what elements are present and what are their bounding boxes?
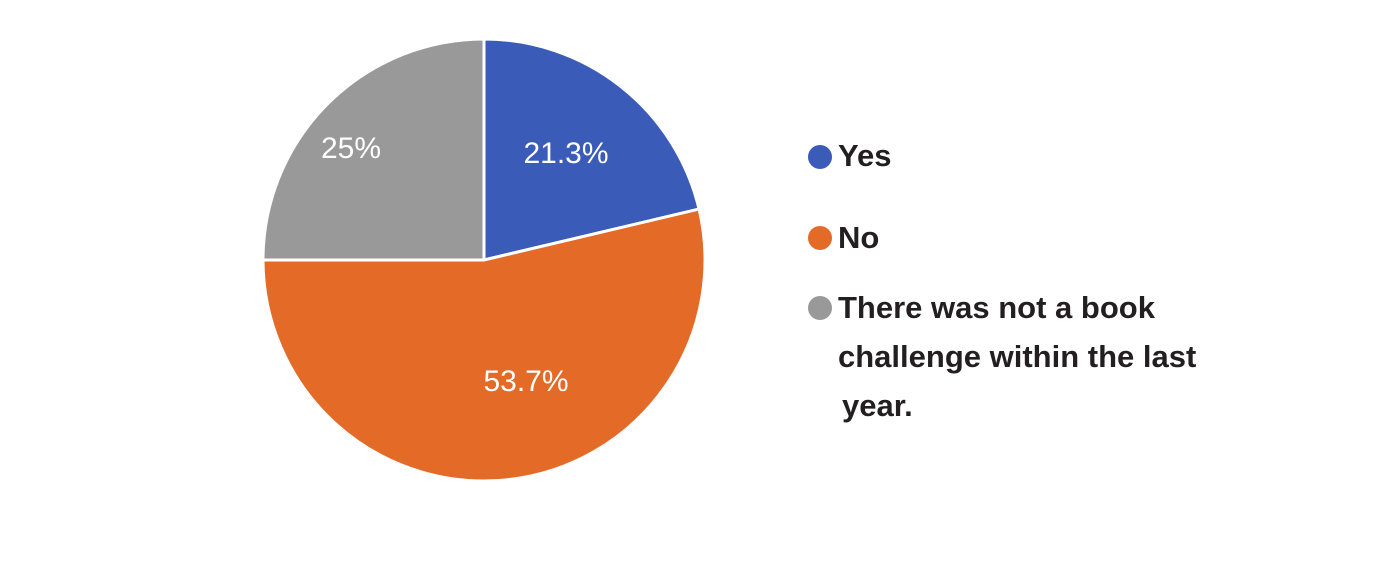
legend-entry: There was not a book challenge within the… bbox=[808, 290, 1196, 423]
legend-label: Yes bbox=[838, 138, 891, 173]
legend-marker bbox=[808, 145, 832, 169]
slice-value-label: 53.7% bbox=[483, 365, 568, 398]
legend-marker bbox=[808, 296, 832, 320]
legend-label: year. bbox=[842, 388, 913, 423]
legend-label: No bbox=[838, 220, 879, 255]
slice-labels: 21.3% 53.7% 25% bbox=[321, 132, 609, 398]
legend: Yes No There was not a book challenge withi… bbox=[808, 138, 1196, 423]
legend-label: There was not a book bbox=[838, 290, 1156, 325]
slice-value-label: 25% bbox=[321, 132, 381, 165]
pie-slices bbox=[261, 37, 707, 483]
pie-slice-3 bbox=[261, 37, 486, 262]
slice-value-label: 21.3% bbox=[523, 137, 608, 170]
pie-slice-1 bbox=[482, 37, 701, 262]
legend-entry: Yes bbox=[808, 138, 891, 173]
legend-marker bbox=[808, 226, 832, 250]
legend-label: challenge within the last bbox=[838, 339, 1196, 374]
legend-entry: No bbox=[808, 220, 879, 255]
pie-slice-2 bbox=[261, 207, 707, 483]
